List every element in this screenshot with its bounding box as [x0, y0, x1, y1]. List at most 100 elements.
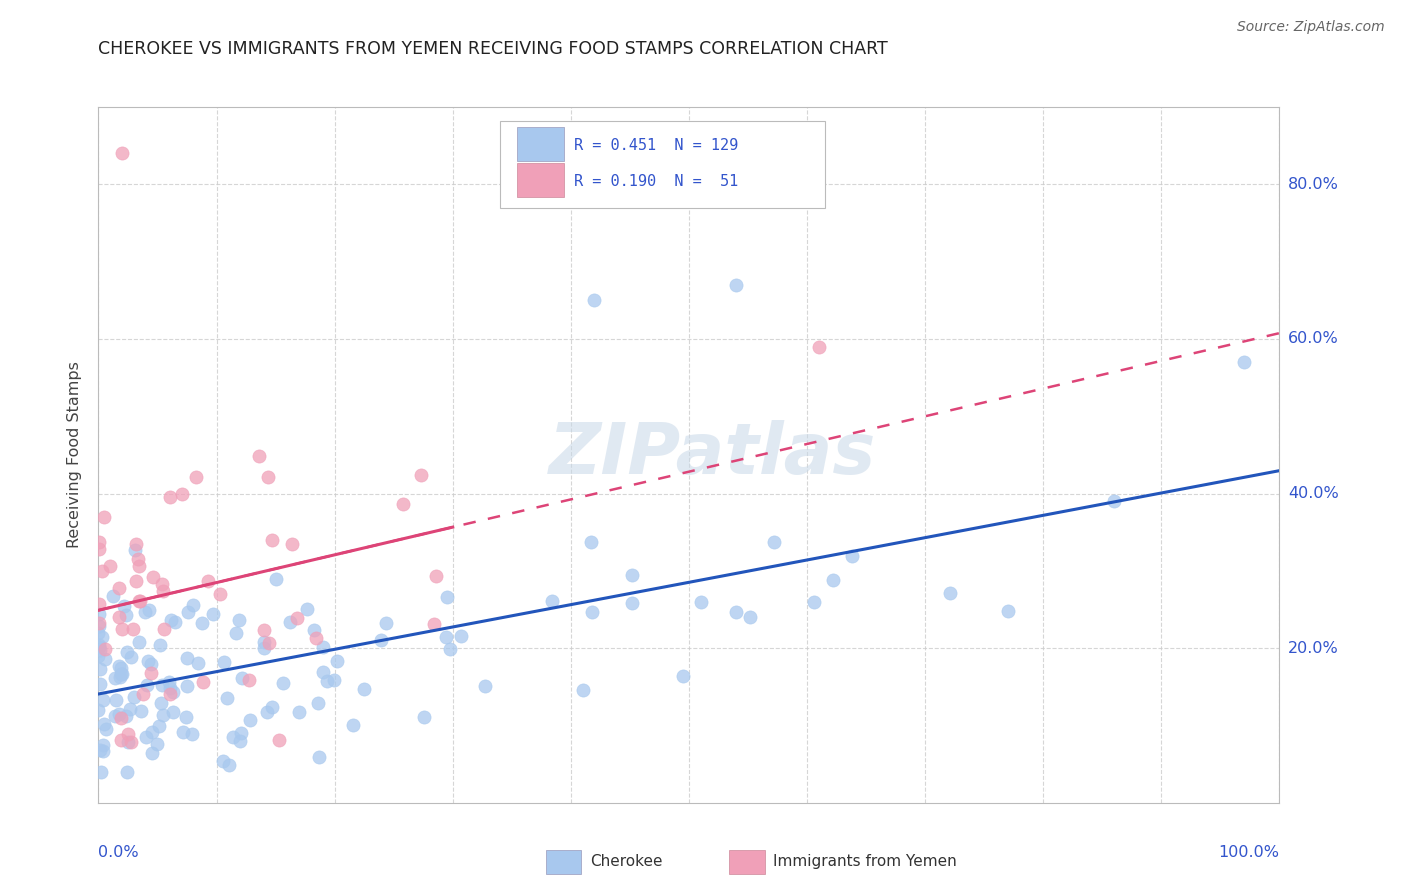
- Point: [159, 687, 181, 701]
- Point: [172, 725, 194, 739]
- FancyBboxPatch shape: [546, 850, 582, 874]
- Point: [583, 293, 606, 308]
- Point: [87, 607, 110, 621]
- Point: [724, 605, 747, 619]
- FancyBboxPatch shape: [516, 162, 564, 197]
- Point: [87, 535, 110, 549]
- Point: [280, 537, 302, 551]
- Point: [252, 623, 274, 637]
- Point: [87, 626, 110, 640]
- Point: [87, 703, 110, 717]
- Point: [115, 764, 138, 779]
- Point: [579, 535, 602, 549]
- Point: [229, 726, 252, 740]
- Point: [823, 574, 845, 588]
- Point: [434, 630, 457, 644]
- Text: Immigrants from Yemen: Immigrants from Yemen: [773, 855, 956, 870]
- Point: [209, 587, 232, 601]
- Text: 20.0%: 20.0%: [1288, 640, 1339, 656]
- Point: [132, 687, 155, 701]
- Point: [91, 738, 114, 752]
- Point: [176, 679, 198, 693]
- Point: [231, 671, 253, 685]
- Point: [94, 652, 117, 666]
- Point: [184, 469, 207, 483]
- Point: [115, 644, 138, 658]
- Point: [104, 708, 127, 723]
- Point: [112, 599, 135, 614]
- Point: [128, 594, 150, 608]
- Point: [127, 551, 149, 566]
- Point: [325, 654, 347, 668]
- Text: ZIPatlas: ZIPatlas: [548, 420, 876, 490]
- Point: [152, 622, 174, 636]
- Point: [91, 744, 114, 758]
- Point: [181, 726, 204, 740]
- Y-axis label: Receiving Food Stamps: Receiving Food Stamps: [67, 361, 83, 549]
- Point: [411, 467, 433, 482]
- Point: [117, 735, 139, 749]
- Point: [163, 615, 186, 629]
- Point: [412, 709, 434, 723]
- Point: [128, 559, 150, 574]
- Text: Cherokee: Cherokee: [589, 855, 662, 870]
- Point: [323, 673, 346, 688]
- Point: [110, 710, 132, 724]
- Point: [342, 718, 364, 732]
- Point: [142, 569, 165, 583]
- Point: [139, 657, 162, 672]
- Point: [187, 657, 209, 671]
- Point: [257, 470, 280, 484]
- Point: [141, 665, 163, 680]
- Point: [148, 719, 170, 733]
- Point: [238, 673, 260, 688]
- Point: [1233, 355, 1256, 369]
- Point: [122, 690, 145, 704]
- Point: [939, 585, 962, 599]
- Point: [162, 705, 184, 719]
- Point: [267, 732, 290, 747]
- Point: [262, 699, 284, 714]
- Point: [474, 679, 496, 693]
- Point: [997, 604, 1019, 618]
- Point: [738, 610, 761, 624]
- FancyBboxPatch shape: [501, 121, 825, 208]
- Point: [229, 734, 252, 748]
- Text: R = 0.451  N = 129: R = 0.451 N = 129: [575, 137, 738, 153]
- Point: [212, 656, 235, 670]
- Point: [138, 602, 160, 616]
- Point: [295, 602, 318, 616]
- Point: [308, 749, 330, 764]
- Point: [247, 449, 270, 463]
- Point: [117, 727, 139, 741]
- Point: [159, 490, 181, 504]
- Point: [288, 705, 311, 719]
- Point: [725, 277, 748, 292]
- Point: [152, 708, 174, 723]
- Point: [103, 589, 125, 603]
- Point: [89, 616, 111, 631]
- Point: [222, 731, 245, 745]
- Point: [672, 669, 695, 683]
- Point: [141, 724, 163, 739]
- Point: [108, 581, 131, 595]
- Point: [134, 605, 156, 619]
- Point: [215, 690, 238, 705]
- Point: [1102, 494, 1125, 508]
- Point: [181, 598, 204, 612]
- Point: [176, 651, 198, 665]
- Text: 100.0%: 100.0%: [1219, 845, 1279, 860]
- Point: [190, 616, 212, 631]
- Point: [803, 595, 825, 609]
- Point: [104, 693, 127, 707]
- Point: [807, 340, 830, 354]
- Point: [841, 549, 863, 564]
- Point: [253, 634, 276, 648]
- Point: [239, 714, 262, 728]
- Point: [128, 635, 150, 649]
- Point: [159, 681, 181, 695]
- Point: [150, 678, 173, 692]
- Point: [540, 593, 562, 607]
- Point: [256, 705, 278, 719]
- Point: [621, 567, 644, 582]
